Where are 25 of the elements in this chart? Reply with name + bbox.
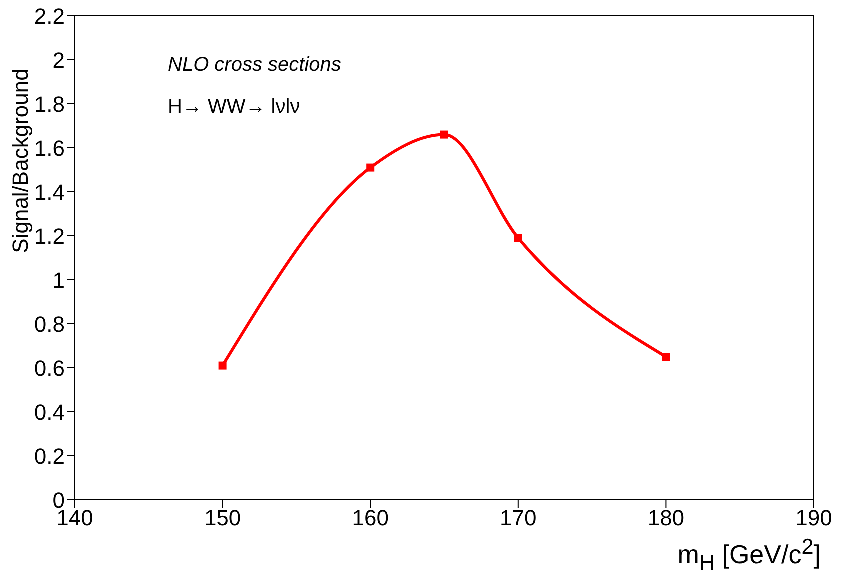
y-tick-label: 0.6 (34, 356, 65, 381)
point (366, 164, 375, 172)
x-tick-label: 190 (796, 506, 832, 531)
y-tick-label: 0.2 (34, 444, 65, 469)
point (440, 130, 448, 139)
y-tick-label: 1.6 (34, 136, 65, 161)
annotation: H→ WW→ lνlν (168, 96, 300, 119)
y-tick-label: 2.2 (34, 4, 65, 29)
y-tick-label: 0.8 (34, 312, 65, 337)
x-tick-label: 150 (204, 506, 242, 531)
y-tick-label: 2 (52, 48, 65, 73)
y-axis-title: Signal/Background (8, 68, 34, 256)
x-tick-label: 180 (648, 506, 685, 531)
y-tick-label: 1 (52, 268, 65, 293)
annotation: NLO cross sections (168, 54, 342, 77)
y-tick-label: 1.4 (34, 180, 65, 205)
point (218, 362, 227, 370)
x-tick-label: 170 (500, 506, 537, 531)
y-tick-label: 1.2 (34, 224, 65, 249)
point (662, 353, 670, 361)
y-tick-label: 0.4 (34, 400, 65, 425)
y-tick-label: 1.8 (34, 92, 65, 117)
x-tick-label: 160 (352, 506, 389, 531)
x-axis-title: m$_{H}$ [GeV/c$^{2}$] (678, 534, 821, 576)
point (514, 234, 522, 242)
